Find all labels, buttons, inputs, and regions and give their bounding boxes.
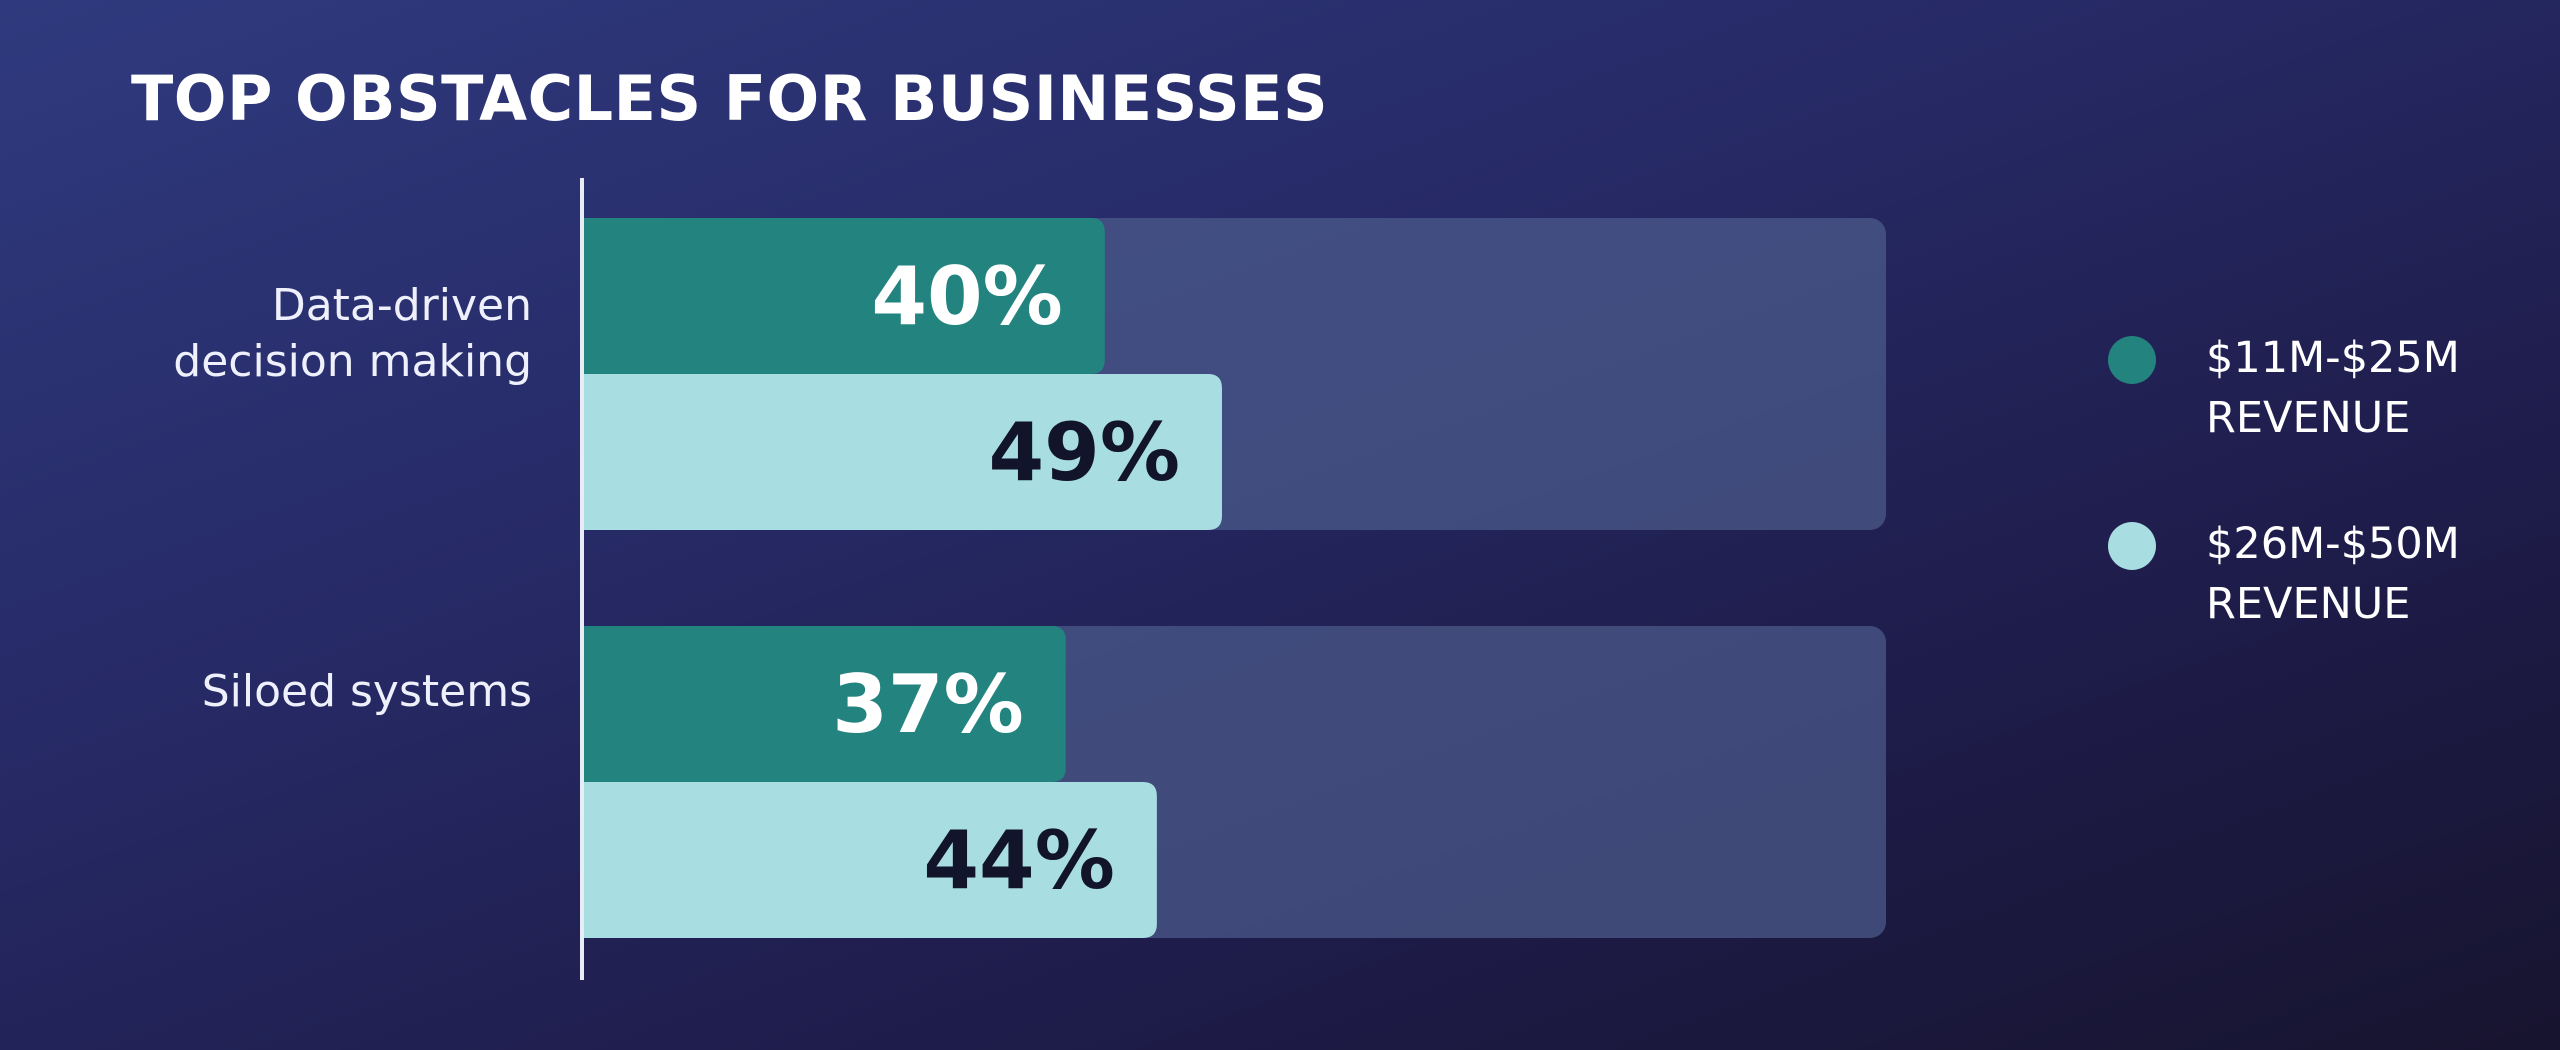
bar-series-2-category-2: [584, 782, 1157, 938]
legend-label-line: $26M-$50M: [2206, 519, 2460, 569]
data-label-series-2-category-1: 49%: [988, 406, 1179, 499]
data-label-series-2-category-2: 44%: [923, 814, 1114, 907]
legend-label-series-1: $11M-$25M REVENUE: [2206, 328, 2460, 448]
data-label-series-1-category-1: 40%: [871, 250, 1062, 343]
category-label-line: Siloed systems: [201, 666, 532, 717]
bar-series-1-category-1: [584, 218, 1105, 374]
category-label-siloed-systems: Siloed systems: [202, 664, 532, 720]
bar-series-2-category-1: [584, 374, 1222, 530]
data-label-series-1-category-2: 37%: [832, 658, 1023, 751]
legend-swatch-series-2: [2108, 522, 2156, 570]
legend-label-series-2: $26M-$50M REVENUE: [2206, 514, 2460, 634]
legend-swatch-series-1: [2108, 336, 2156, 384]
chart-title: TOP OBSTACLES FOR BUSINESSES: [131, 62, 1329, 135]
legend-label-line: REVENUE: [2206, 579, 2411, 629]
bar-series-1-category-2: [584, 626, 1066, 782]
category-label-line: decision making: [173, 336, 532, 387]
legend-label-line: REVENUE: [2206, 393, 2411, 443]
category-label-data-driven: Data-driven decision making: [173, 278, 532, 390]
legend-label-line: $11M-$25M: [2206, 333, 2460, 383]
category-label-line: Data-driven: [271, 280, 532, 331]
